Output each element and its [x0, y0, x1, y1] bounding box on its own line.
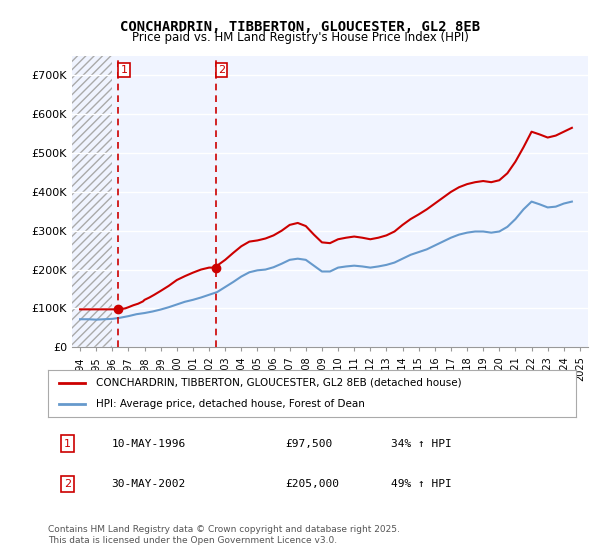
Text: 2: 2 [218, 65, 225, 74]
Bar [72, 56, 112, 347]
Text: £97,500: £97,500 [286, 438, 333, 449]
Bar [72, 56, 112, 347]
Text: Contains HM Land Registry data © Crown copyright and database right 2025.
This d: Contains HM Land Registry data © Crown c… [48, 525, 400, 545]
Text: 2: 2 [64, 479, 71, 489]
Text: 30-MAY-2002: 30-MAY-2002 [112, 479, 185, 489]
Text: £205,000: £205,000 [286, 479, 340, 489]
Text: 1: 1 [121, 65, 128, 74]
Text: 49% ↑ HPI: 49% ↑ HPI [391, 479, 452, 489]
Text: HPI: Average price, detached house, Forest of Dean: HPI: Average price, detached house, Fore… [95, 399, 364, 409]
Text: CONCHARDRIN, TIBBERTON, GLOUCESTER, GL2 8EB: CONCHARDRIN, TIBBERTON, GLOUCESTER, GL2 … [120, 20, 480, 34]
Text: Price paid vs. HM Land Registry's House Price Index (HPI): Price paid vs. HM Land Registry's House … [131, 31, 469, 44]
Text: 10-MAY-1996: 10-MAY-1996 [112, 438, 185, 449]
Text: 1: 1 [64, 438, 71, 449]
Text: 34% ↑ HPI: 34% ↑ HPI [391, 438, 452, 449]
Text: CONCHARDRIN, TIBBERTON, GLOUCESTER, GL2 8EB (detached house): CONCHARDRIN, TIBBERTON, GLOUCESTER, GL2 … [95, 378, 461, 388]
Bar [72, 56, 112, 347]
